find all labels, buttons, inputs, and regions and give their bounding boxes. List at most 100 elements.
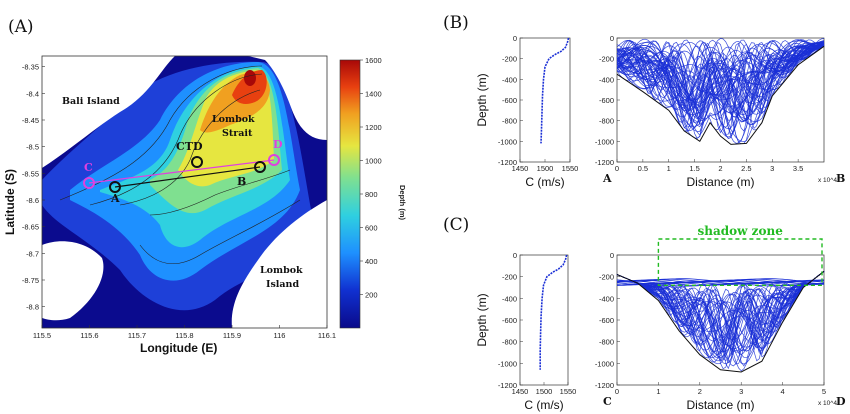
point-a-marker: [109, 181, 121, 193]
colorbar-tick-label: 1600: [365, 56, 382, 65]
map-x-tick-label: 115.6: [80, 331, 98, 340]
x-tick-label: 3: [770, 164, 774, 173]
y-tick-label: -1000: [595, 359, 614, 368]
endpoint-left-label: C: [603, 395, 612, 408]
x-tick-label: 1: [656, 387, 660, 396]
x-tick-label: 1550: [562, 164, 579, 173]
x-tick-label: 1550: [560, 387, 577, 396]
point-b-label: B: [237, 175, 246, 188]
depth-band-1400: [232, 70, 267, 104]
x-axis-label: Distance (m): [686, 175, 754, 189]
map-x-tick-label: 115.5: [33, 331, 51, 340]
seafloor-line: [616, 270, 825, 373]
endpoint-right-label: B: [836, 172, 845, 185]
sound-speed-profile-line: [540, 37, 570, 144]
acoustic-ray: [616, 44, 825, 114]
y-axis-label: Depth (m): [475, 73, 489, 126]
x-axis-exponent: x 10^4: [818, 177, 837, 184]
map-x-tick-label: 116.1: [318, 331, 336, 340]
y-tick-label: -800: [502, 117, 517, 126]
panel-label-a: (A): [8, 17, 34, 37]
plot-frame: [616, 254, 825, 386]
x-tick-label: 1: [667, 164, 671, 173]
acoustic-ray: [616, 38, 825, 135]
y-tick-label: -400: [599, 294, 614, 303]
colorbar-tick-label: 1400: [365, 90, 382, 99]
colorbar-tick-label: 1000: [365, 157, 382, 166]
map-y-tick-label: -8.8: [26, 303, 39, 312]
colorbar-ticks: 200 400 600 800 1000 1200 1400 1600: [360, 56, 382, 300]
colorbar-tick-label: 800: [365, 190, 378, 199]
transect-a-b: [114, 166, 261, 188]
acoustic-ray: [616, 43, 825, 100]
ctd-label: CTD: [176, 140, 203, 153]
x-tick-label: 0.5: [638, 164, 648, 173]
contour-line: [119, 89, 261, 206]
y-tick-label: 0: [513, 251, 517, 260]
lombok-island-land: [231, 200, 327, 328]
lombok-island-label-2: Island: [266, 279, 299, 290]
y-tick-label: -200: [502, 273, 517, 282]
map-x-axis-label: Longitude (E): [140, 341, 217, 355]
y-tick-label: -800: [599, 117, 614, 126]
acoustic-ray: [616, 271, 825, 352]
y-tick-label: -1200: [498, 158, 517, 167]
map-y-tick-label: -8.6: [26, 196, 39, 205]
y-tick-label: -400: [502, 294, 517, 303]
plot-frame: [519, 37, 571, 163]
map-y-tick-label: -8.55: [22, 169, 39, 178]
x-tick-label: 2: [718, 164, 722, 173]
acoustic-ray: [616, 42, 825, 136]
acoustic-ray: [616, 45, 825, 117]
panel-label-b: (B): [443, 13, 469, 33]
shadow-zone-label: shadow zone: [698, 224, 784, 238]
x-tick-label: 2: [698, 387, 702, 396]
acoustic-ray: [616, 41, 825, 139]
colorbar: [339, 59, 361, 329]
x-tick-label: 1500: [536, 387, 553, 396]
y-tick-label: -600: [599, 96, 614, 105]
map-axes: 115.5 115.6 115.7 115.8 115.9 116 116.1 -8.35 -8…: [22, 63, 336, 340]
y-tick-label: -1200: [595, 381, 614, 390]
map-y-axis-label: Latitude (S): [3, 169, 17, 235]
map-x-tick-label: 116: [274, 331, 286, 340]
acoustic-ray: [616, 43, 825, 120]
panel-c-ray-plot: 0 1 2 3 4 5 0 -200 -400 -600 -800 -1000 -1200 Distanc…: [595, 224, 846, 412]
x-tick-label: 0: [615, 387, 619, 396]
map-y-tick-label: -8.75: [22, 276, 39, 285]
sound-speed-profile-line: [539, 254, 568, 370]
endpoint-left-label: A: [602, 172, 612, 185]
x-axis-exponent: x 10^4: [818, 400, 837, 407]
contour-line: [139, 199, 301, 264]
x-tick-label: 3: [739, 387, 743, 396]
y-tick-label: -1000: [595, 137, 614, 146]
colorbar-tick-label: 400: [365, 257, 378, 266]
point-c-label: C: [84, 161, 93, 174]
map-y-tick-label: -8.7: [26, 249, 39, 258]
y-tick-label: -1200: [498, 381, 517, 390]
lombok-strait-label-2: Strait: [222, 128, 253, 139]
point-d-marker: [268, 154, 280, 166]
acoustic-ray: [616, 39, 825, 134]
x-axis-label: C (m/s): [525, 175, 564, 189]
y-tick-label: -800: [599, 338, 614, 347]
y-tick-label: -600: [502, 316, 517, 325]
acoustic-ray: [616, 271, 825, 353]
depth-band-1600: [244, 70, 256, 86]
x-tick-label: 1450: [512, 164, 529, 173]
bali-island-label: Bali Island: [62, 96, 120, 107]
colorbar-tick-label: 600: [365, 224, 378, 233]
lombok-island-label-1: Lombok: [260, 265, 303, 276]
acoustic-ray: [616, 44, 825, 118]
x-tick-label: 1.5: [689, 164, 699, 173]
contour-line: [89, 73, 263, 206]
x-tick-label: 5: [822, 387, 826, 396]
bali-island-land: [42, 56, 175, 168]
y-tick-label: -1200: [595, 158, 614, 167]
panel-b-ray-plot: 0 0.5 1 1.5 2 2.5 3 3.5 0 -200 -400 -600 -800 -1000 -1…: [595, 34, 846, 189]
x-axis-label: Distance (m): [686, 398, 754, 412]
map-y-tick-label: -8.65: [22, 223, 39, 232]
y-tick-label: 0: [610, 251, 614, 260]
map-y-tick-label: -8.4: [26, 89, 39, 98]
